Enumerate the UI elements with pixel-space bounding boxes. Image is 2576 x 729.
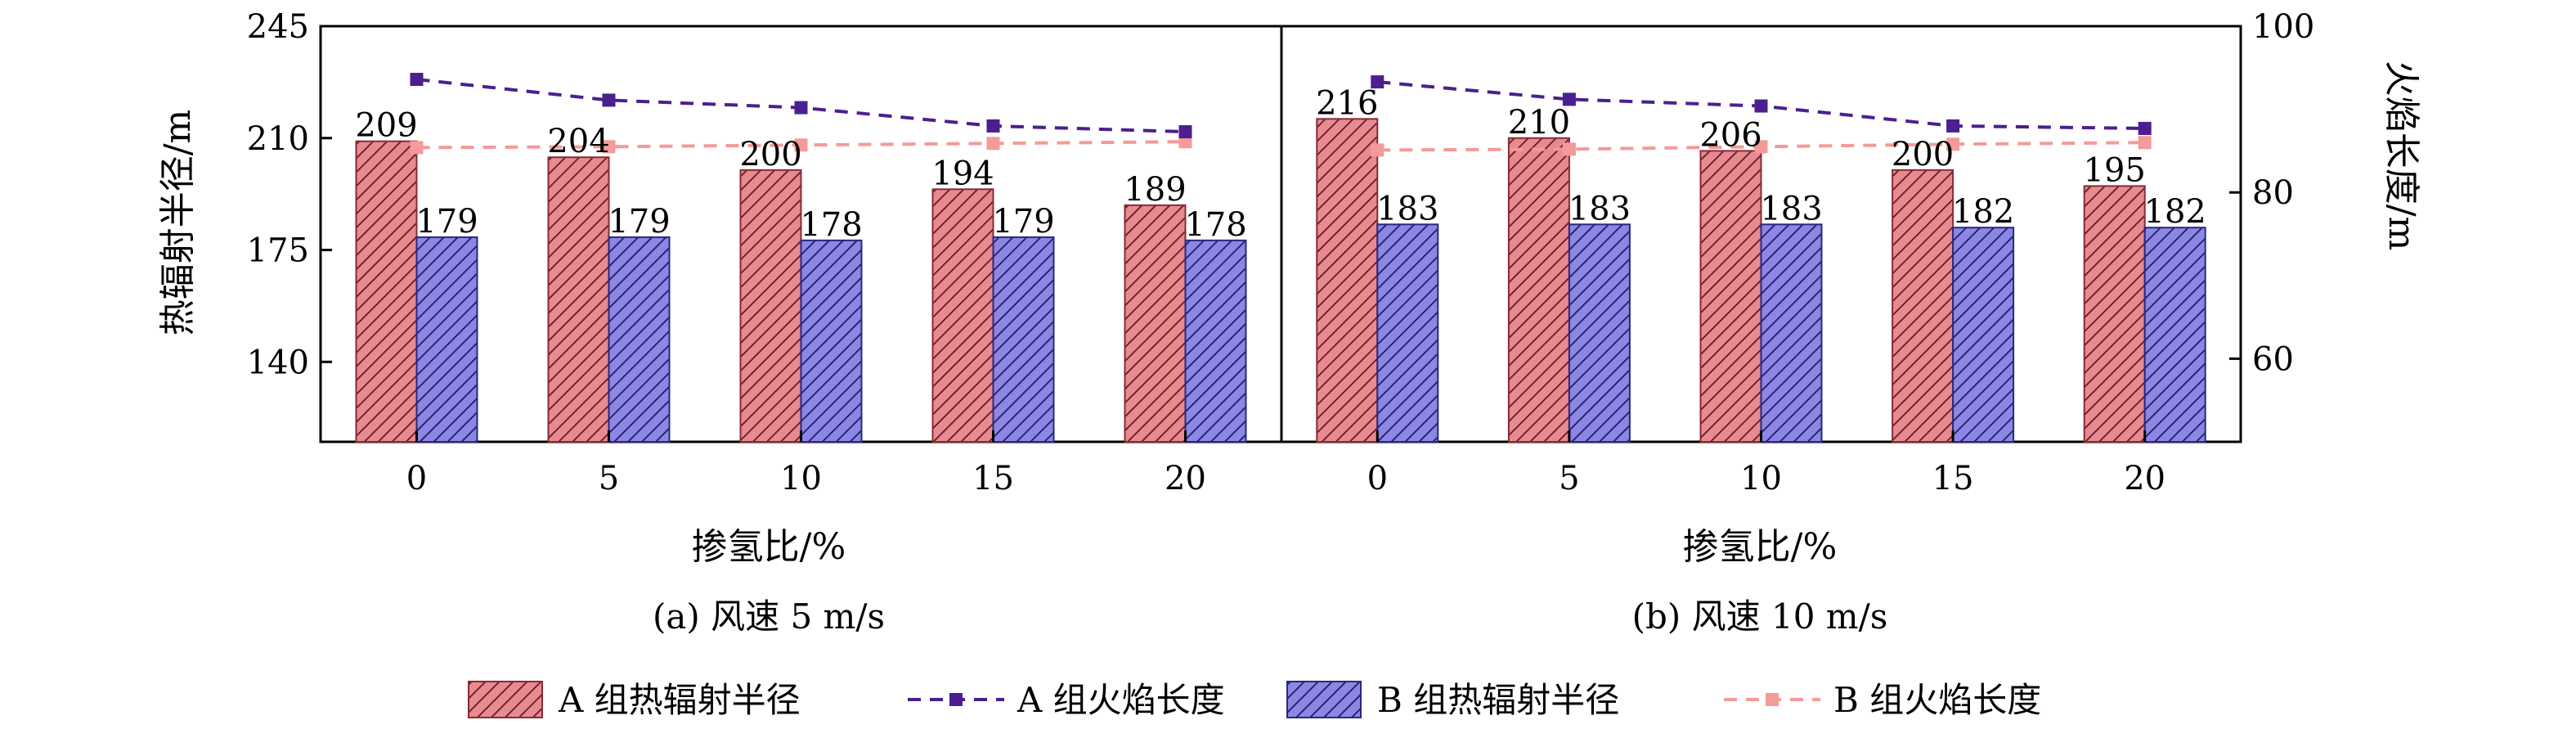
bar-group-a-value-label: 210	[1508, 104, 1570, 142]
bar-group-b	[415, 236, 478, 443]
legend-label-b-line: B 组火焰长度	[1833, 680, 2041, 720]
line-group-a-marker	[1562, 92, 1576, 106]
x-tick-label: 0	[1367, 460, 1388, 497]
bar-group-a	[1316, 118, 1379, 443]
left-y-tick-label: 175	[247, 232, 309, 270]
line-group-b-marker	[1562, 142, 1576, 156]
panel-b-caption: (b) 风速 10 m/s	[1632, 596, 1888, 637]
bar-group-b	[1376, 223, 1439, 443]
bar-group-a	[739, 169, 802, 443]
x-tick-label: 20	[1165, 460, 1206, 497]
x-tick-label: 15	[1932, 460, 1974, 497]
line-group-b-marker	[1371, 143, 1384, 157]
line-group-a-marker	[1946, 119, 1960, 133]
bar-group-b-value-label: 178	[1184, 206, 1246, 244]
x-tick-label: 20	[2124, 460, 2165, 497]
panel-a-xlabel: 掺氢比/%	[692, 526, 846, 568]
line-group-b-marker	[986, 137, 1000, 151]
bar-group-b-value-label: 182	[1952, 193, 2014, 231]
bar-group-a	[1507, 137, 1570, 443]
bar-group-a-value-label: 206	[1699, 116, 1761, 154]
legend-swatch-a-bar	[468, 681, 543, 718]
bar-group-b-value-label: 179	[992, 203, 1054, 241]
x-tick-label: 0	[406, 460, 427, 497]
panel-a-caption: (a) 风速 5 m/s	[653, 596, 885, 637]
bar-group-a	[355, 140, 418, 443]
bar-group-a	[547, 156, 610, 443]
bar-layer	[355, 118, 2206, 443]
line-group-b-marker	[794, 138, 808, 152]
legend: A 组热辐射半径 A 组火焰长度 B 组热辐射半径 B 组火焰长度	[468, 680, 2041, 720]
legend-label-b-bar: B 组热辐射半径	[1377, 680, 1619, 720]
right-y-tick-label: 80	[2252, 174, 2294, 212]
bar-group-b	[1952, 227, 2015, 443]
x-tick-label: 10	[780, 460, 822, 497]
bar-group-b-value-label: 183	[1568, 190, 1631, 227]
left-y-tick-label: 210	[247, 120, 309, 158]
panel-b-xlabel: 掺氢比/%	[1683, 526, 1838, 568]
legend-marker-b-line	[1766, 693, 1779, 706]
bar-group-b-value-label: 178	[800, 206, 862, 244]
line-layer	[410, 73, 2152, 157]
bar-group-a	[1892, 169, 1954, 443]
right-y-tick-label: 100	[2252, 8, 2314, 46]
line-group-a-marker	[794, 101, 808, 115]
bar-group-b	[800, 239, 863, 443]
bar-group-b-value-label: 183	[1760, 190, 1822, 227]
line-group-b-marker	[602, 140, 616, 154]
right-axis-title: 火焰长度/m	[2381, 61, 2422, 251]
legend-label-a-line: A 组火焰长度	[1016, 680, 1225, 720]
bar-group-b-value-label: 183	[1376, 190, 1438, 227]
bar-group-a	[1124, 204, 1187, 443]
bar-group-a-value-label: 200	[739, 136, 801, 173]
bar-group-a-value-label: 204	[547, 123, 609, 160]
x-tick-label: 10	[1740, 460, 1782, 497]
line-group-a-marker	[2138, 121, 2152, 135]
line-group-b-marker	[1754, 140, 1768, 154]
line-group-b-marker	[410, 141, 424, 155]
line-group-a-marker	[410, 73, 424, 87]
bar-group-b-value-label: 179	[415, 203, 478, 241]
bar-group-b	[1184, 239, 1247, 443]
bar-group-a-value-label: 209	[355, 107, 417, 145]
legend-marker-a-line	[949, 693, 963, 706]
bar-group-a-value-label: 216	[1316, 84, 1378, 122]
plot-frame	[319, 25, 2242, 443]
left-y-tick-label: 245	[247, 8, 309, 46]
bar-group-b	[1760, 223, 1823, 443]
right-y-tick-label: 60	[2252, 340, 2294, 378]
bar-group-b	[992, 236, 1055, 443]
line-group-a-marker	[602, 93, 616, 107]
line-group-b-marker	[2138, 136, 2152, 150]
bar-group-a	[2083, 185, 2146, 443]
bar-group-b	[608, 236, 671, 443]
x-tick-label: 15	[972, 460, 1014, 497]
line-group-a-marker	[1371, 75, 1384, 89]
legend-swatch-b-bar	[1286, 681, 1362, 718]
bar-group-b-value-label: 179	[608, 203, 670, 241]
legend-label-a-bar: A 组热辐射半径	[558, 680, 801, 720]
bar-group-a	[1699, 150, 1762, 443]
x-tick-label: 5	[599, 460, 619, 497]
bar-group-b	[1568, 223, 1631, 443]
bar-group-a-value-label: 194	[931, 155, 994, 192]
label-layer: 209 204 200 194 189 179 179 178 179 178 216 210 206 2…	[355, 84, 2206, 243]
line-group-a-marker	[1178, 125, 1192, 139]
left-y-tick-label: 140	[247, 344, 309, 381]
bar-group-a-value-label: 195	[2084, 151, 2146, 189]
x-tick-label: 5	[1559, 460, 1579, 497]
line-group-a-marker	[1754, 99, 1768, 113]
line-group-b-marker	[1946, 137, 1960, 151]
line-group-a-marker	[986, 119, 1000, 133]
bar-group-a-value-label: 200	[1892, 136, 1954, 173]
bar-group-a-value-label: 189	[1124, 171, 1186, 209]
left-axis-title: 热辐射半径/m	[157, 110, 199, 336]
bar-group-b	[2143, 227, 2206, 443]
bar-group-a	[931, 188, 994, 443]
bar-group-b-value-label: 182	[2144, 193, 2206, 231]
line-group-b-marker	[1178, 135, 1192, 149]
